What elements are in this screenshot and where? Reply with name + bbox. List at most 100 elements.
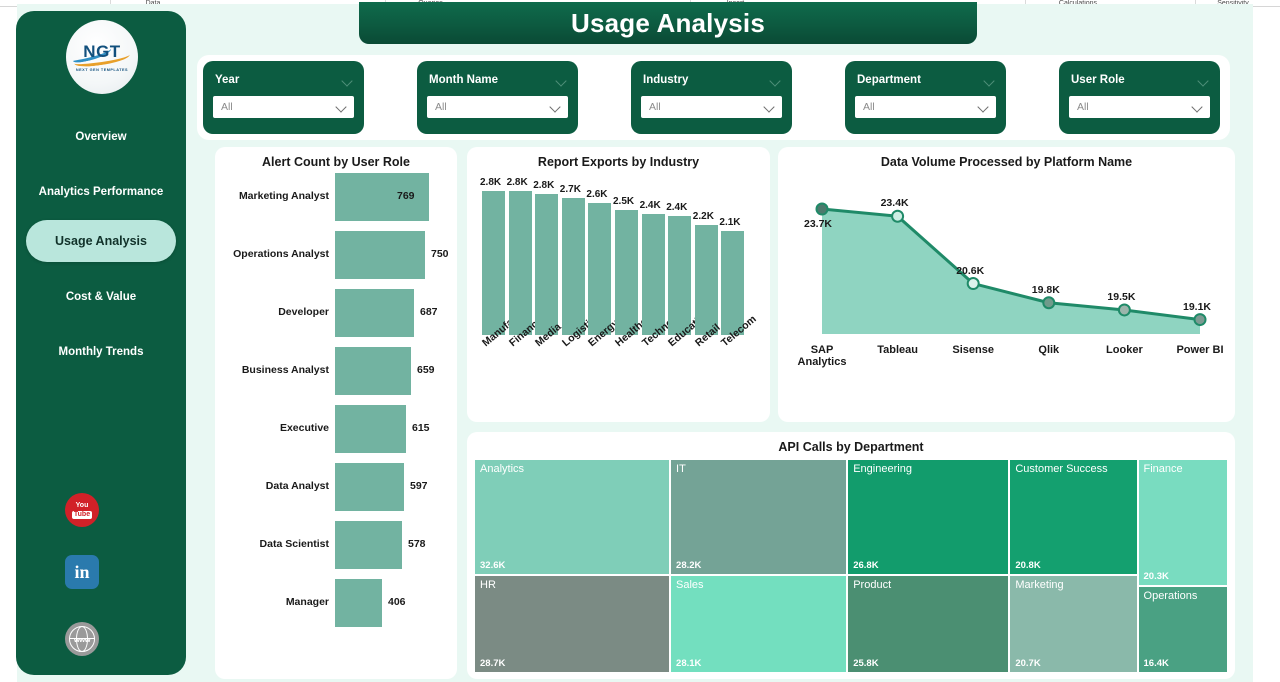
- slicer-month-name[interactable]: Month Name All: [417, 61, 578, 134]
- linkedin-icon[interactable]: in: [65, 555, 99, 589]
- column-segment[interactable]: [668, 216, 692, 335]
- bar-row[interactable]: Operations Analyst 750: [215, 227, 457, 285]
- chevron-down-icon[interactable]: [1193, 103, 1201, 111]
- bar-segment[interactable]: [335, 405, 406, 453]
- column-segment[interactable]: [694, 225, 718, 335]
- area-line: [821, 207, 1201, 322]
- column-segment[interactable]: [561, 198, 585, 335]
- treemap-node[interactable]: Product 25.8K: [847, 574, 1010, 673]
- treemap-node[interactable]: Customer Success 20.8K: [1009, 459, 1138, 575]
- bar-segment[interactable]: [335, 231, 425, 279]
- slicer-dropdown-year[interactable]: All: [213, 96, 354, 118]
- treemap-node[interactable]: Finance 20.3K: [1137, 459, 1228, 587]
- chevron-down-icon[interactable]: [765, 103, 773, 111]
- data-point-marker[interactable]: [966, 277, 980, 291]
- linkedin-label: in: [74, 562, 90, 582]
- column-value-label: 2.1K: [719, 217, 741, 228]
- bar-segment[interactable]: [335, 579, 382, 627]
- website-icon[interactable]: www: [65, 622, 99, 656]
- x-axis-label: Tableau: [877, 344, 918, 356]
- slicer-department[interactable]: Department All: [845, 61, 1006, 134]
- ribbon-tab[interactable]: Sensitivity: [1195, 0, 1270, 7]
- treemap-node-label: HR: [480, 578, 496, 591]
- chevron-down-icon[interactable]: [979, 103, 987, 111]
- data-point-marker[interactable]: [815, 202, 829, 216]
- chevron-down-icon[interactable]: [551, 103, 559, 111]
- youtube-icon[interactable]: You Tube: [65, 493, 99, 527]
- sidebar-item-usage-analysis[interactable]: Usage Analysis: [26, 220, 176, 262]
- bar-row[interactable]: Business Analyst 659: [215, 343, 457, 401]
- bar-category-label: Business Analyst: [241, 364, 329, 376]
- slicer-dropdown-user-role[interactable]: All: [1069, 96, 1210, 118]
- chart-api-calls-by-department[interactable]: API Calls by Department Analytics 32.6K IT…: [467, 432, 1235, 679]
- treemap-node[interactable]: IT 28.2K: [670, 459, 848, 575]
- column-segment[interactable]: [615, 210, 638, 335]
- sidebar-item-analytics-performance[interactable]: Analytics Performance: [26, 171, 176, 213]
- chevron-down-icon[interactable]: [771, 77, 780, 82]
- chevron-down-icon[interactable]: [343, 77, 352, 82]
- slicer-dropdown-month-name[interactable]: All: [427, 96, 568, 118]
- column-segment[interactable]: [588, 203, 612, 335]
- slicer-user-role[interactable]: User Role All: [1059, 61, 1220, 134]
- treemap-node-label: Product: [853, 578, 892, 591]
- bar-value-label: 578: [408, 538, 426, 550]
- bar-value-label: 687: [420, 306, 438, 318]
- bar-row[interactable]: Data Scientist 578: [215, 517, 457, 575]
- treemap-node-label: Finance: [1143, 463, 1183, 475]
- bar-row[interactable]: Manager 406: [215, 575, 457, 633]
- sidebar-item-overview[interactable]: Overview: [26, 116, 176, 158]
- column-segment[interactable]: [535, 194, 559, 335]
- chart-report-exports-by-industry[interactable]: Report Exports by Industry 2.8K Manufa...…: [467, 147, 770, 422]
- sidebar-item-label: Usage Analysis: [55, 234, 147, 248]
- column-segment[interactable]: [721, 231, 745, 335]
- chevron-down-icon[interactable]: [985, 77, 994, 82]
- column-segment[interactable]: [482, 191, 505, 335]
- bar-segment[interactable]: [335, 173, 429, 221]
- chevron-down-icon[interactable]: [557, 77, 566, 82]
- chart-plot-area: 2.8K Manufa... 2.8K Finance 2.8K Media 2.7K Log…: [479, 177, 759, 370]
- treemap-node[interactable]: Analytics 32.6K: [474, 459, 671, 575]
- column-value-label: 2.8K: [533, 180, 555, 191]
- sidebar-item-monthly-trends[interactable]: Monthly Trends: [26, 331, 176, 373]
- treemap-node[interactable]: Marketing 20.7K: [1009, 574, 1138, 673]
- youtube-label-bottom: Tube: [71, 510, 93, 519]
- bar-row[interactable]: Data Analyst 597: [215, 459, 457, 517]
- treemap-node[interactable]: Engineering 26.8K: [847, 459, 1010, 575]
- bar-row[interactable]: Executive 615: [215, 401, 457, 459]
- chevron-down-icon[interactable]: [1199, 77, 1208, 82]
- sidebar-item-cost-and-value[interactable]: Cost & Value: [26, 276, 176, 318]
- data-point-marker[interactable]: [1042, 296, 1056, 310]
- bar-segment[interactable]: [335, 463, 404, 511]
- ngt-logo: NGT NEXT GEN TEMPLATES: [66, 20, 138, 94]
- treemap-node[interactable]: Sales 28.1K: [670, 574, 848, 673]
- treemap-node[interactable]: HR 28.7K: [474, 574, 671, 673]
- chart-title: Data Volume Processed by Platform Name: [880, 155, 1133, 169]
- bar-segment[interactable]: [335, 347, 411, 395]
- slicer-dropdown-industry[interactable]: All: [641, 96, 782, 118]
- ribbon-tab[interactable]: Calculations: [1025, 0, 1130, 7]
- data-point-marker[interactable]: [891, 209, 905, 223]
- bar-category-label: Data Scientist: [259, 538, 329, 550]
- slicer-year[interactable]: Year All: [203, 61, 364, 134]
- data-point-marker[interactable]: [1117, 303, 1131, 317]
- logo-mark: NGT: [83, 41, 121, 61]
- slicer-industry[interactable]: Industry All: [631, 61, 792, 134]
- treemap-node[interactable]: Operations 16.4K: [1137, 586, 1228, 673]
- bar-segment[interactable]: [335, 521, 402, 569]
- column-segment[interactable]: [508, 191, 532, 335]
- column-segment[interactable]: [641, 214, 665, 335]
- slicer-dropdown-department[interactable]: All: [855, 96, 996, 118]
- data-point-marker[interactable]: [1193, 313, 1207, 327]
- chart-alert-count-by-user-role[interactable]: Alert Count by User Role Marketing Analy…: [215, 147, 457, 679]
- chevron-down-icon[interactable]: [337, 103, 345, 111]
- chart-data-volume-by-platform[interactable]: Data Volume Processed by Platform Name 2…: [778, 147, 1235, 422]
- bar-row[interactable]: Developer 687: [215, 285, 457, 343]
- treemap-node-label: Analytics: [480, 463, 525, 475]
- bar-segment[interactable]: [335, 289, 414, 337]
- treemap-node-value: 26.8K: [853, 559, 879, 571]
- bar-category-label: Developer: [278, 306, 329, 318]
- filter-bar: Year All Month Name All Industry All Dep…: [197, 55, 1230, 140]
- bar-value-label: 406: [388, 596, 406, 608]
- bar-row[interactable]: Marketing Analyst 769: [215, 169, 457, 227]
- ribbon-tab[interactable]: Data: [110, 0, 195, 7]
